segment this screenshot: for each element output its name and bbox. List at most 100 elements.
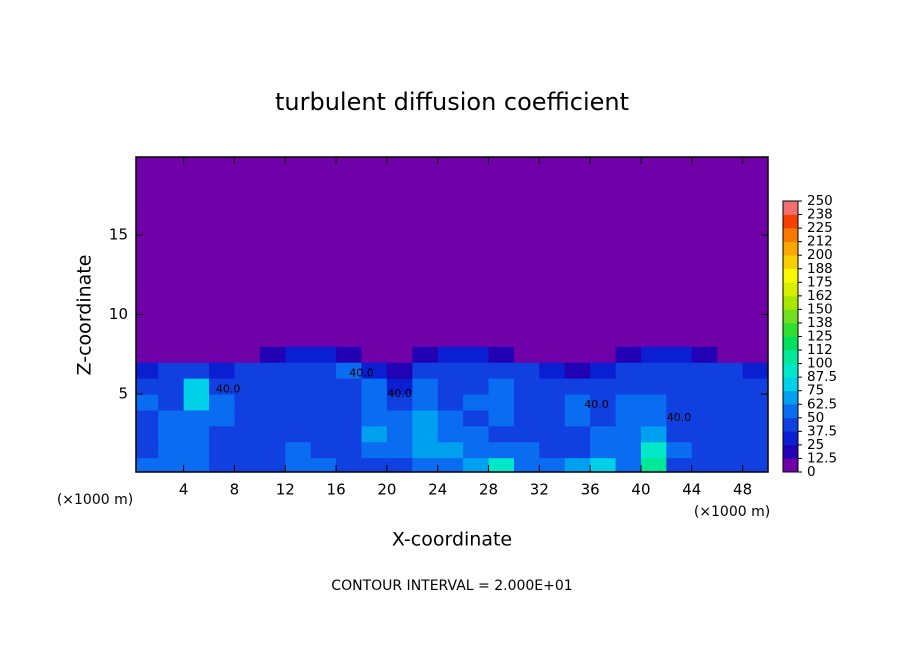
x-tick-label: 20 (377, 481, 396, 499)
field-cell (310, 441, 337, 459)
colorbar-label: 75 (807, 383, 824, 399)
field-cell (590, 378, 617, 395)
x-tick-label: 40 (631, 481, 650, 499)
field-cell (336, 457, 362, 473)
field-cell (209, 157, 235, 347)
field-cell (640, 378, 667, 395)
field-cell (259, 394, 286, 411)
field-cell (136, 409, 159, 427)
field-cell (463, 441, 490, 459)
field-cell (717, 378, 744, 395)
field-cell (310, 157, 337, 347)
field-cell (717, 394, 744, 411)
field-cell (463, 409, 490, 427)
x-tick-label: 32 (530, 481, 549, 499)
colorbar-segment (783, 350, 798, 364)
field-cell (209, 394, 235, 411)
field-cell (437, 394, 464, 411)
contour-label: 40.0 (584, 398, 609, 411)
colorbar-segment (783, 377, 798, 391)
field-cell (488, 378, 515, 395)
field-cell (234, 378, 261, 395)
field-cell (488, 441, 515, 459)
field-cell (158, 378, 185, 395)
field-cell (136, 441, 159, 459)
colorbar-label: 238 (807, 207, 833, 223)
field-cell (539, 425, 566, 443)
field-cell (640, 441, 667, 459)
field-cell (336, 378, 362, 395)
field-cell (590, 346, 617, 363)
field-cell (209, 346, 235, 363)
field-cell (666, 362, 693, 379)
field-cell (259, 157, 286, 347)
field-cell (513, 425, 540, 443)
field-cell (513, 441, 540, 459)
field-cell (136, 362, 159, 379)
field-cell (386, 441, 413, 459)
field-cell (158, 425, 185, 443)
x-tick-label: 36 (581, 481, 600, 499)
field-cell (717, 425, 744, 443)
field-cell (437, 346, 464, 363)
field-cell (183, 425, 210, 443)
field-cell (437, 441, 464, 459)
field-cell (209, 441, 235, 459)
field (136, 157, 769, 473)
colorbar-segment (783, 322, 798, 337)
field-cell (615, 378, 642, 395)
colorbar-segment (783, 417, 798, 432)
field-cell (615, 362, 642, 379)
field-cell (590, 157, 617, 347)
field-cell (285, 425, 312, 443)
colorbar-label: 25 (807, 437, 824, 453)
field-cell (463, 157, 490, 347)
field-cell (463, 378, 490, 395)
field-cell (158, 409, 185, 427)
colorbar-label: 138 (807, 315, 833, 331)
field-cell (666, 409, 693, 427)
field-cell (412, 457, 439, 473)
field-cell (640, 409, 667, 427)
field-cell (488, 425, 515, 443)
field-cell (386, 362, 413, 379)
field-cell (437, 362, 464, 379)
field-cell (717, 409, 744, 427)
field-cell (310, 362, 337, 379)
field-cell (615, 157, 642, 347)
field-cell (463, 346, 490, 363)
field-cell (742, 425, 769, 443)
field-cell (285, 378, 312, 395)
field-cell (691, 362, 718, 379)
field-cell (285, 457, 312, 473)
field-cell (412, 394, 439, 411)
field-cell (564, 362, 591, 379)
field-cell (412, 409, 439, 427)
colorbar-label: 125 (807, 329, 833, 345)
field-cell (209, 425, 235, 443)
colorbar-label: 0 (807, 464, 816, 480)
field-cell (361, 378, 388, 395)
field-cell (717, 457, 744, 473)
field-cell (386, 394, 413, 411)
field-cell (336, 409, 362, 427)
field-cell (691, 441, 718, 459)
field-cell (361, 441, 388, 459)
colorbar-segment (783, 390, 798, 405)
colorbar-label: 87.5 (807, 369, 837, 385)
colorbar-label: 12.5 (807, 450, 837, 466)
field-cell (590, 457, 617, 473)
field-cell (386, 346, 413, 363)
field-cell (183, 362, 210, 379)
field-cell (564, 157, 591, 347)
field-cell (513, 409, 540, 427)
field-cell (488, 409, 515, 427)
field-cell (285, 362, 312, 379)
x-tick-label: 8 (230, 481, 240, 499)
field-cell (259, 457, 286, 473)
field-cell (437, 378, 464, 395)
field-cell (158, 457, 185, 473)
field-cell (513, 378, 540, 395)
field-cell (742, 409, 769, 427)
